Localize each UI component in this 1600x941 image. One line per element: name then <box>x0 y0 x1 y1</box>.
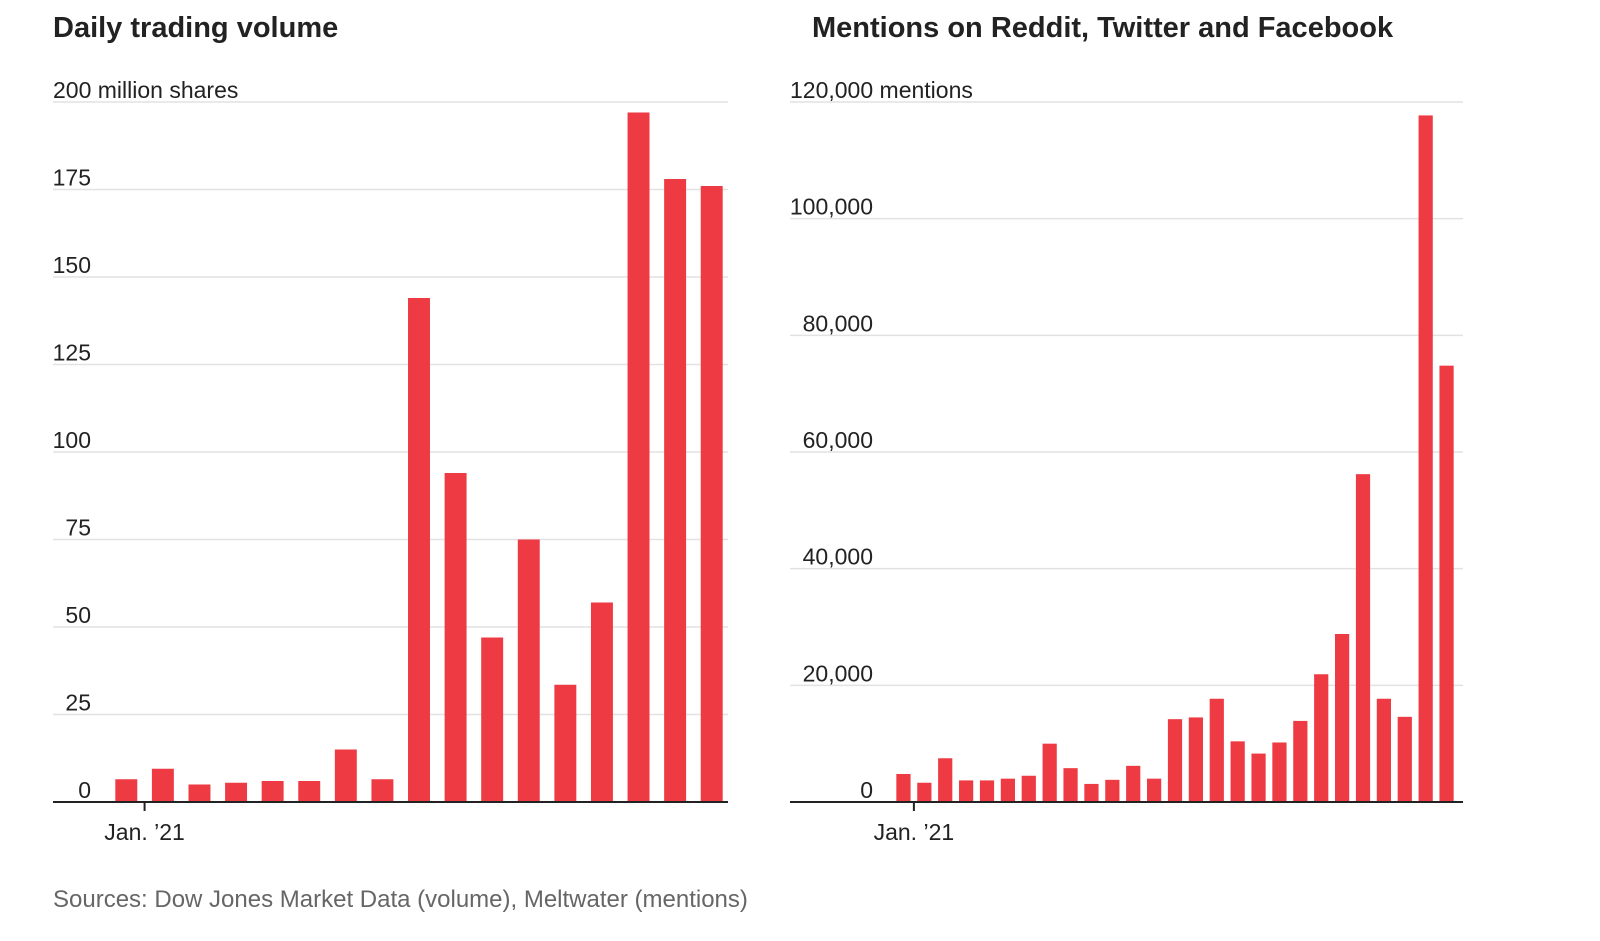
volume-bar <box>261 781 284 802</box>
volume-bar <box>371 779 394 802</box>
volume-x-tick-label: Jan. ’21 <box>104 819 185 845</box>
volume-y-tick-label: 150 <box>53 252 91 278</box>
mentions-bar <box>979 780 995 802</box>
volume-y-tick-label: 200 million shares <box>53 77 238 103</box>
volume-y-tick-label: 25 <box>65 690 91 716</box>
volume-y-tick-label: 125 <box>53 340 91 366</box>
mentions-bar <box>1147 778 1162 802</box>
volume-bar <box>590 602 613 802</box>
volume-bar <box>334 749 357 802</box>
mentions-bar <box>1418 115 1433 802</box>
mentions-bar <box>896 774 911 802</box>
mentions-bar <box>1063 768 1078 802</box>
mentions-bar <box>1209 698 1224 802</box>
mentions-y-tick-label: 20,000 <box>803 660 873 686</box>
volume-bar <box>554 684 577 802</box>
volume-bar <box>517 539 540 802</box>
mentions-bar <box>917 782 932 802</box>
mentions-bar <box>1188 717 1203 802</box>
mentions-bar <box>1126 765 1141 802</box>
volume-bar <box>481 637 504 802</box>
mentions-y-tick-label: 0 <box>860 777 873 803</box>
volume-bar <box>444 473 467 802</box>
volume-bar <box>225 782 248 802</box>
mentions-bar <box>1105 779 1120 802</box>
mentions-bar <box>1272 742 1287 802</box>
mentions-bar <box>1376 698 1391 802</box>
volume-bar <box>700 186 723 802</box>
volume-bar <box>151 768 174 802</box>
volume-y-tick-label: 50 <box>65 602 91 628</box>
mentions-y-tick-label: 100,000 <box>790 194 873 220</box>
mentions-bar <box>1439 365 1454 802</box>
mentions-y-tick-label: 60,000 <box>803 427 873 453</box>
volume-y-tick-label: 75 <box>65 515 91 541</box>
mentions-bar <box>1042 743 1057 802</box>
mentions-bar-chart: 0 20,000 40,000 60,000 80,000 100,000 120,000 … <box>790 77 1463 845</box>
volume-bar-chart: 0 25 50 75 100 125 150 175 200 million shares Jan… <box>53 77 728 845</box>
mentions-bar <box>1230 741 1245 802</box>
mentions-bar <box>959 780 974 802</box>
source-note: Sources: Dow Jones Market Data (volume),… <box>53 886 748 913</box>
mentions-bar <box>1314 674 1329 802</box>
volume-bar <box>627 112 650 802</box>
mentions-y-tick-label: 120,000 mentions <box>790 77 973 103</box>
mentions-bar <box>1084 783 1099 802</box>
volume-bar <box>664 179 687 802</box>
mentions-bar <box>1335 634 1350 802</box>
mentions-y-tick-label: 80,000 <box>803 310 873 336</box>
volume-bar <box>298 781 321 802</box>
mentions-chart-title: Mentions on Reddit, Twitter and Facebook <box>812 12 1394 44</box>
mentions-bar <box>1021 775 1036 802</box>
mentions-bar <box>1355 474 1371 802</box>
volume-chart-title: Daily trading volume <box>53 12 339 44</box>
volume-bar <box>408 298 430 802</box>
mentions-bar <box>938 758 953 802</box>
mentions-bar <box>1000 778 1015 802</box>
volume-y-tick-label: 100 <box>53 427 91 453</box>
volume-bar <box>115 779 138 802</box>
mentions-x-tick-label: Jan. ’21 <box>874 819 955 845</box>
volume-y-tick-label: 0 <box>78 777 91 803</box>
mentions-bar <box>1397 716 1412 802</box>
mentions-y-tick-label: 40,000 <box>803 544 873 570</box>
volume-bar <box>188 784 211 802</box>
mentions-bar <box>1251 753 1266 802</box>
volume-y-tick-label: 175 <box>53 165 91 191</box>
mentions-bar <box>1293 720 1308 802</box>
mentions-bar <box>1167 719 1183 802</box>
